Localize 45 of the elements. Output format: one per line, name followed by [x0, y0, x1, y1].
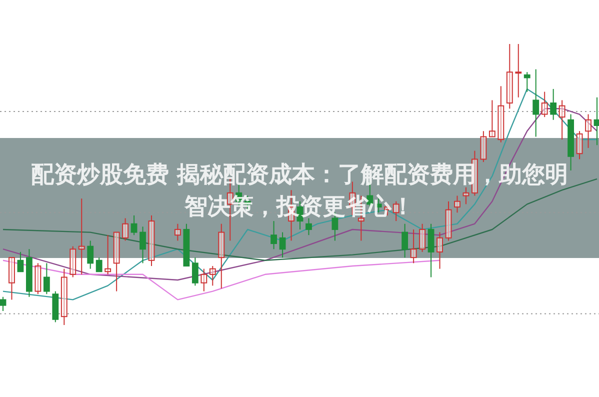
- candlestick: [60, 268, 68, 326]
- candlestick: [402, 223, 408, 258]
- candlestick: [8, 257, 15, 300]
- candlestick: [113, 232, 120, 292]
- candlestick: [480, 130, 487, 163]
- candlestick: [558, 100, 566, 140]
- candlestick: [70, 246, 76, 278]
- candlestick: [436, 232, 443, 270]
- candlestick: [200, 268, 208, 292]
- candlestick: [34, 262, 42, 295]
- candlestick: [148, 214, 155, 266]
- candlestick: [419, 223, 426, 252]
- candlestick: [130, 214, 138, 236]
- candlestick: [594, 96, 599, 146]
- candlestick: [410, 228, 417, 264]
- candlestick: [78, 198, 85, 275]
- candlestick: [392, 200, 400, 222]
- candlestick: [454, 195, 460, 214]
- candlestick: [445, 200, 452, 242]
- candlestick: [532, 68, 540, 138]
- candlestick: [488, 100, 496, 138]
- candlestick: [279, 232, 286, 258]
- candlestick: [140, 226, 146, 264]
- candlestick: [87, 240, 94, 270]
- candlestick: [306, 218, 312, 236]
- candlestick: [218, 223, 225, 289]
- candlestick: [498, 86, 504, 143]
- candlestick: [270, 220, 277, 250]
- candlestick: [576, 130, 583, 160]
- candlestick: [96, 257, 102, 272]
- candlestick: [17, 251, 24, 272]
- candlestick: [209, 265, 216, 286]
- candlestick: [541, 91, 548, 118]
- candlestick: [43, 262, 50, 295]
- candlestick: [174, 223, 181, 242]
- candlestick: [104, 234, 112, 275]
- candlestick: [192, 257, 198, 286]
- candlestick: [524, 72, 530, 92]
- candlestick: [0, 296, 6, 312]
- candlestick: [428, 223, 434, 278]
- candlestick: [585, 114, 592, 148]
- candlestick: [506, 44, 513, 110]
- candlestick: [515, 44, 522, 98]
- candlestick: [550, 88, 557, 120]
- candlestick: [122, 218, 128, 242]
